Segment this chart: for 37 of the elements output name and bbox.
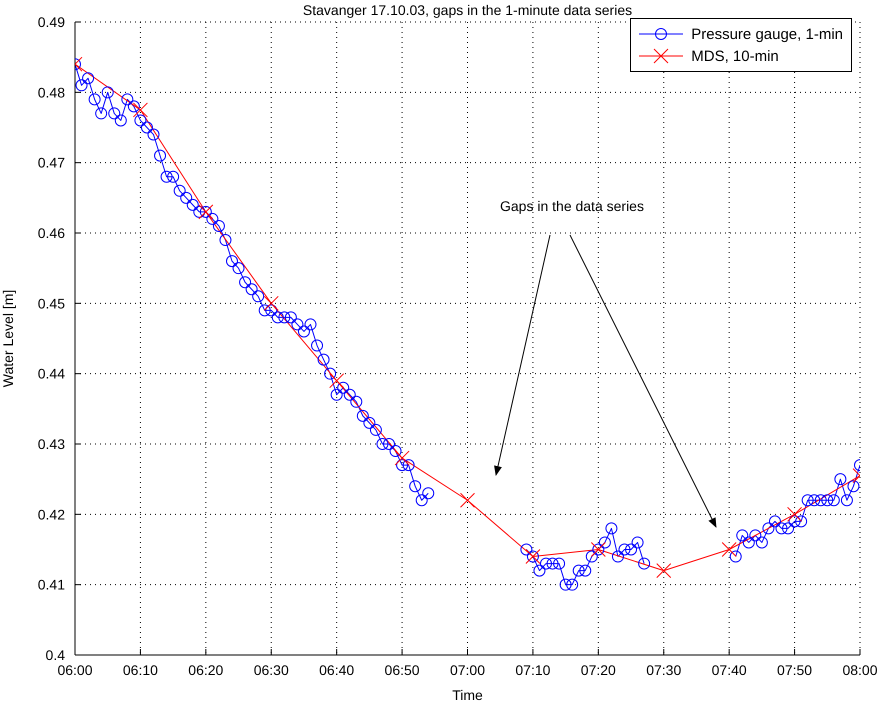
x-tick-label: 06:30 xyxy=(254,662,289,678)
point xyxy=(329,373,344,388)
x-tick-label: 07:10 xyxy=(515,662,551,678)
y-tick-label: 0.42 xyxy=(38,506,66,522)
x-tick-label: 07:50 xyxy=(777,662,812,678)
x-axis-title: Time xyxy=(452,687,484,702)
point xyxy=(132,102,148,118)
y-tick-label: 0.49 xyxy=(38,14,66,30)
x-tick-label: 06:10 xyxy=(122,662,158,678)
x-tick-label: 06:00 xyxy=(57,662,93,678)
y-tick-label: 0.43 xyxy=(38,436,66,452)
y-tick-label: 0.47 xyxy=(38,154,66,171)
x-tick-label: 07:30 xyxy=(646,662,682,678)
annotation: Gaps in the data series xyxy=(500,198,644,214)
point xyxy=(656,563,672,578)
y-tick-label: 0.41 xyxy=(38,576,66,593)
y-tick-label: 0.44 xyxy=(38,366,66,382)
y-tick-label: 0.48 xyxy=(38,84,66,100)
y-tick-label: 0.46 xyxy=(38,224,66,241)
point xyxy=(264,296,279,311)
legend-label: Pressure gauge, 1-min xyxy=(691,26,843,42)
x-tick-label: 06:50 xyxy=(384,662,420,678)
y-tick-label: 0.45 xyxy=(38,295,66,312)
y-axis-title: Water Level [m] xyxy=(0,290,16,388)
x-tick-label: 08:00 xyxy=(842,662,878,678)
point xyxy=(787,506,802,522)
x-tick-label: 06:20 xyxy=(188,662,224,678)
y-tick-label: 0.4 xyxy=(46,646,66,663)
x-tick-label: 07:00 xyxy=(450,662,486,678)
x-tick-label: 07:20 xyxy=(580,662,616,678)
x-tick-label: 07:40 xyxy=(712,662,747,678)
x-tick-label: 06:40 xyxy=(319,662,354,678)
chart-title: Stavanger 17.10.03, gaps in the 1-minute data series xyxy=(302,2,634,18)
point xyxy=(722,542,737,557)
point xyxy=(394,450,410,466)
legend-label: MDS, 10-min xyxy=(691,48,779,64)
point xyxy=(460,492,475,508)
